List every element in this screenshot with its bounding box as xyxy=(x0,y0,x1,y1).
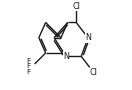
Text: Cl: Cl xyxy=(89,68,97,77)
Text: F: F xyxy=(26,58,30,64)
Text: F: F xyxy=(26,63,30,69)
Text: N: N xyxy=(85,33,91,42)
Text: F: F xyxy=(26,69,30,75)
Text: Cl: Cl xyxy=(72,2,80,11)
Text: N: N xyxy=(63,52,69,61)
